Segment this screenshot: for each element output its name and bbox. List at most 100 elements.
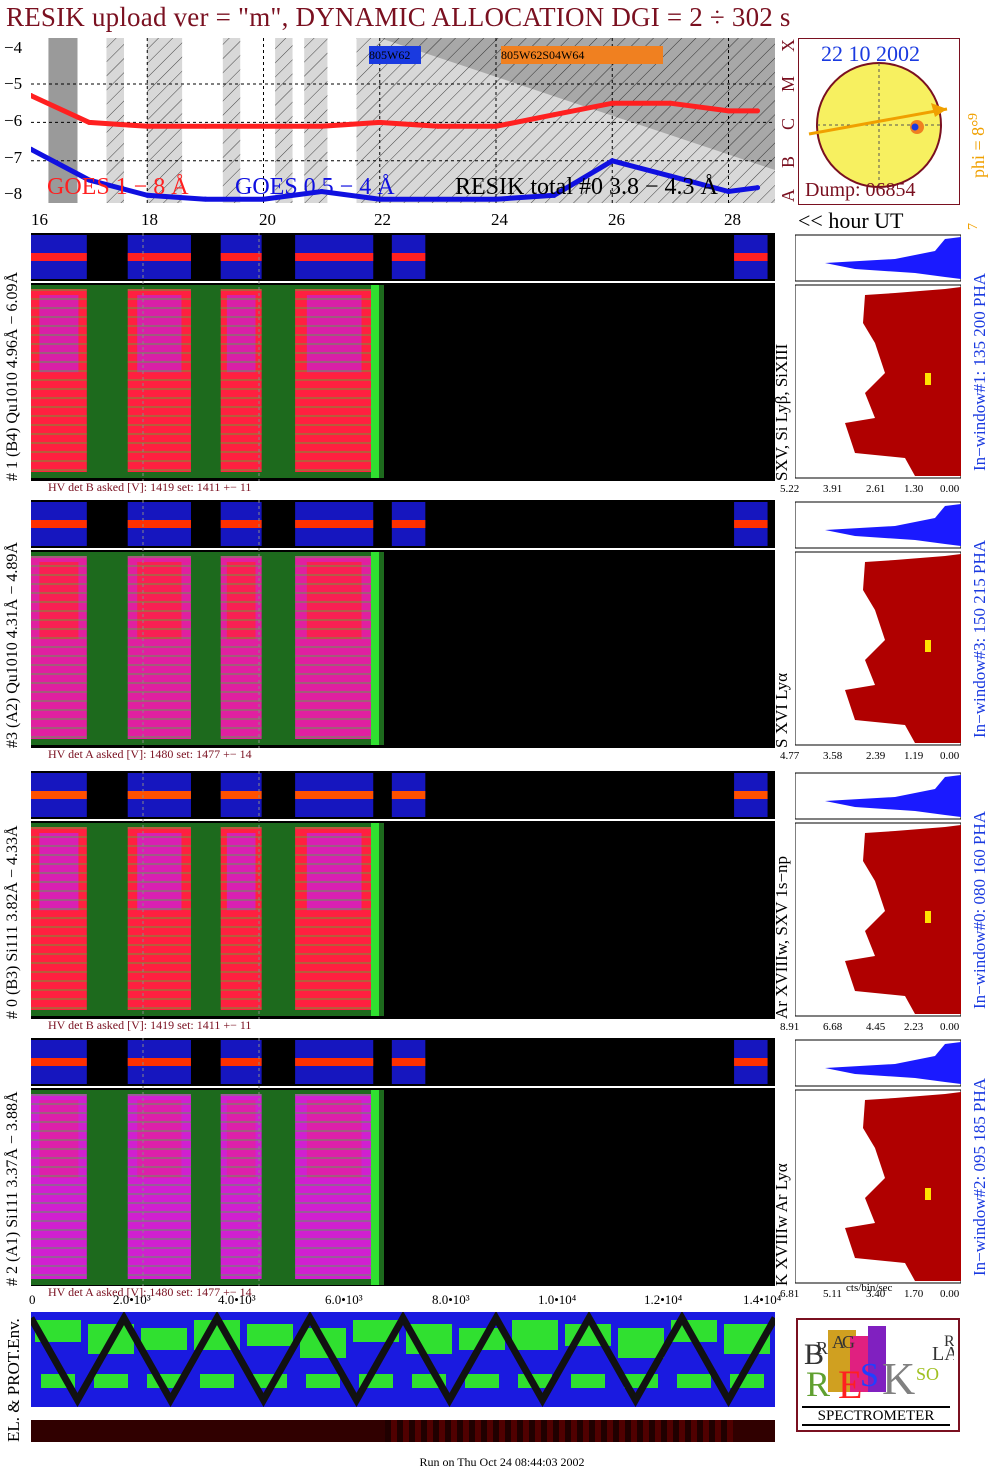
env-strip-cell [733, 1420, 739, 1442]
channel-panel: HV det A asked [V]: 1480 set: 1477 +− 14… [0, 1038, 1004, 1306]
env-label: EL. & PROT.Env. [4, 1318, 23, 1442]
goes-data-point [31, 93, 34, 99]
histogram-scale-tick: 0.00 [940, 750, 960, 762]
count-tick: 0 [29, 1292, 36, 1307]
hv-status: HV det B asked [V]: 1419 set: 1411 +− 11 [48, 480, 252, 494]
env-strip-cell [709, 1420, 715, 1442]
legend-resik: RESIK total #0 3.8 − 4.3 Å [455, 174, 718, 200]
count-tick: 1.4•10⁴ [743, 1292, 782, 1307]
spectrum-heatmap [31, 771, 775, 1019]
count-tick: 6.0•10³ [325, 1292, 363, 1307]
goes-data-point [551, 192, 557, 198]
env-strip-cell [769, 1420, 775, 1442]
env-strip-cell [295, 1420, 301, 1442]
env-strip-cell [277, 1420, 283, 1442]
env-strip-cell [367, 1420, 373, 1442]
env-strip-cell [271, 1420, 277, 1442]
goes-plot [31, 38, 775, 203]
goes-y-tick: −8 [4, 184, 23, 203]
env-strip-cell [577, 1420, 583, 1442]
env-strip-cell [499, 1420, 505, 1442]
hv-status: HV det A asked [V]: 1480 set: 1477 +− 14 [48, 1285, 252, 1299]
line-id-label: Ar XVIIIw, SXV 1s−np [772, 855, 791, 1019]
env-strip-cell [493, 1420, 499, 1442]
goes-data-point [144, 192, 150, 198]
env-strip-cell [91, 1420, 97, 1442]
env-strip-cell [79, 1420, 85, 1442]
line-id-label: S XVI Lyα [772, 672, 791, 748]
count-tick: 1.2•10⁴ [644, 1292, 683, 1307]
window-label: In−window#0: 080 160 PHA [970, 810, 989, 1009]
env-strip-cell [559, 1420, 565, 1442]
env-strip-cell [703, 1420, 709, 1442]
env-strip-cell [523, 1420, 529, 1442]
main-heatmap [31, 823, 775, 1016]
env-strip-cell [199, 1420, 205, 1442]
env-strip-cell [55, 1420, 61, 1442]
histogram-scale-tick: 1.70 [904, 1288, 924, 1300]
phi-tick: 9 [966, 113, 981, 120]
env-strip-cell [565, 1420, 571, 1442]
histogram-scale-tick: 5.22 [780, 483, 800, 495]
summary-strip [31, 773, 768, 817]
channel-label: # 1 (B4) Qu1010 4.96Å − 6.09Å [4, 271, 21, 481]
env-strip-cell [151, 1420, 157, 1442]
histogram-scale-tick: 0.00 [940, 1288, 960, 1300]
env-strip-cell [157, 1420, 163, 1442]
env-strip-cell [37, 1420, 43, 1442]
env-strip-cell [607, 1420, 613, 1442]
env-strip-cell [211, 1420, 217, 1442]
svg-text:K: K [882, 1353, 915, 1402]
goes-data-point [609, 158, 615, 164]
sun-panel: 22 10 2002 Dump: 06854 [798, 38, 960, 205]
goes-data-point [726, 108, 731, 114]
env-band [247, 1324, 293, 1346]
time-tick: 28 [724, 210, 741, 229]
env-strip-cell [325, 1420, 331, 1442]
env-strip-cell [313, 1420, 319, 1442]
env-strip-cell [541, 1420, 547, 1442]
env-strip-cell [229, 1420, 235, 1442]
env-strip-cell [481, 1420, 487, 1442]
histogram-scale-tick: 0.00 [940, 1021, 960, 1033]
histogram-scale-tick: 4.77 [780, 750, 800, 762]
env-strip-cell [139, 1420, 145, 1442]
eclipse-stripe [292, 38, 305, 203]
env-strip-cell [739, 1420, 745, 1442]
goes-data-point [202, 123, 208, 129]
env-strip-cell [673, 1420, 679, 1442]
goes-data-point [319, 188, 325, 194]
page-title: RESIK upload ver = "m", DYNAMIC ALLOCATI… [6, 2, 791, 32]
goes-data-point [493, 123, 499, 129]
goes-data-point [144, 123, 150, 129]
env-strip-cell [661, 1420, 667, 1442]
phi-axis: phi = 8° 9 7 [962, 38, 1002, 230]
env-strip-plot [31, 1420, 775, 1442]
goes-data-point [435, 123, 441, 129]
env-strip-cell [475, 1420, 481, 1442]
env-strip-cell [691, 1420, 697, 1442]
svg-text:A: A [832, 1332, 845, 1352]
env-strip-cell [601, 1420, 607, 1442]
channel-panel: HV det B asked [V]: 1419 set: 1411 +− 11… [0, 233, 1004, 501]
main-heatmap [31, 285, 775, 478]
goes-panel: 805W62 805W62S04W64 GOES 1 − 8 Å GOES 0.… [31, 38, 775, 203]
env-strip-cell [427, 1420, 433, 1442]
env-strip-cell [73, 1420, 79, 1442]
time-tick: 18 [141, 210, 158, 229]
env-strip-cell [301, 1420, 307, 1442]
env-strip-cell [445, 1420, 451, 1442]
env-band [571, 1374, 605, 1388]
eclipse-stripe [182, 38, 223, 203]
goes-data-point [319, 123, 325, 129]
env-strip-cell [187, 1420, 193, 1442]
env-strip-cell [43, 1420, 49, 1442]
env-strip-cell [175, 1420, 181, 1442]
env-strip-cell [415, 1420, 421, 1442]
env-strip-cell [223, 1420, 229, 1442]
goes-y-axis: −4 −5 −6 −7 −8 [0, 38, 30, 203]
env-strip-cell [193, 1420, 199, 1442]
env-strip-cell [259, 1420, 265, 1442]
class-letter-b: B [778, 155, 798, 168]
env-strip-cell [571, 1420, 577, 1442]
